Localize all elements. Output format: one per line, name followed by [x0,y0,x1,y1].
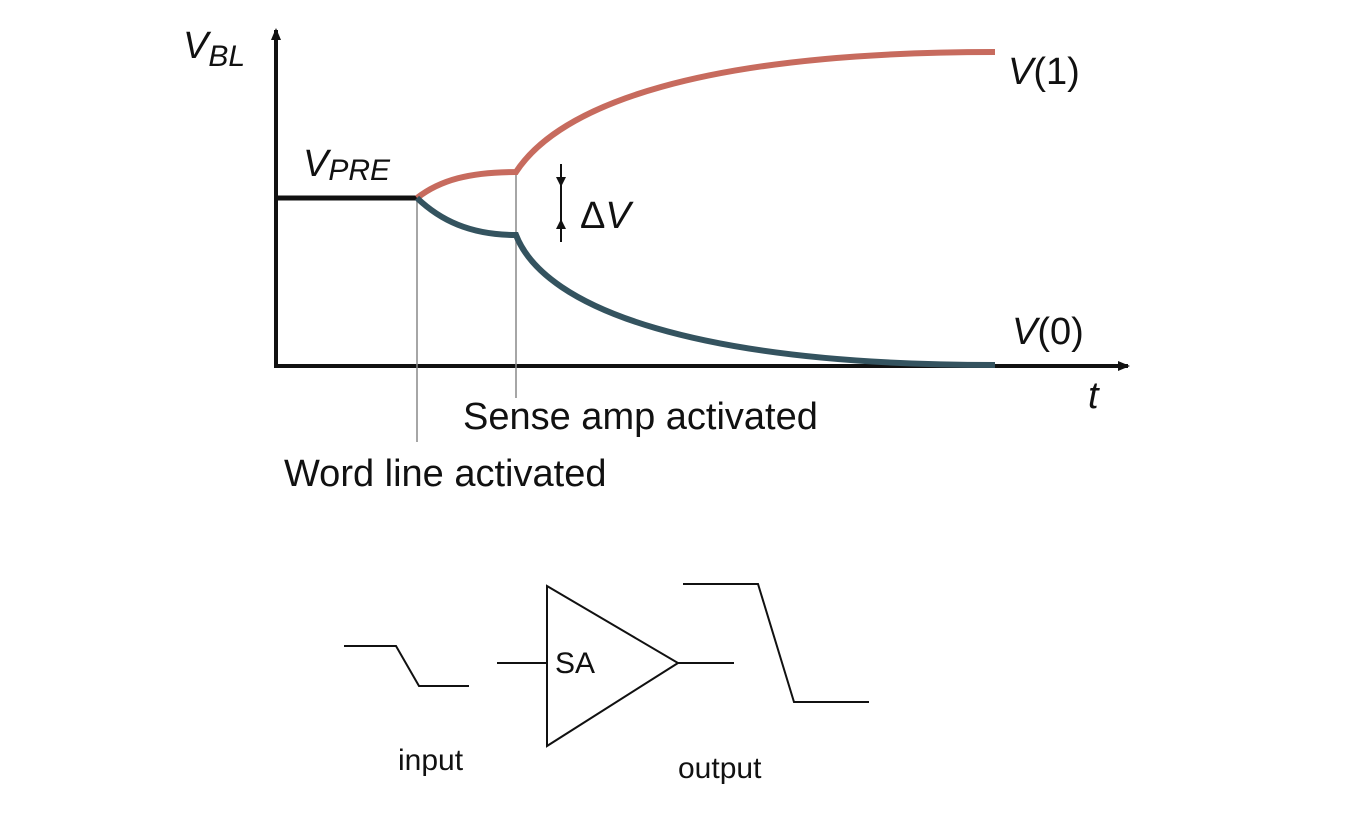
v1-label-rest: (1) [1033,51,1079,93]
sense-amp-triangle [546,584,680,748]
v0-label-rest: (0) [1037,311,1083,353]
delta-v-label: ΔV [580,195,634,237]
sense-amp-label: Sense amp activated [463,396,818,438]
y-axis-label-main: V [183,25,212,67]
vpre-label: VPRE [303,143,391,187]
v0-label-main: V [1012,311,1041,353]
sense-amp-name: SA [555,647,595,680]
output-label: output [678,752,762,785]
delta-v-var: V [605,195,634,237]
v0-label: V(0) [1012,311,1084,353]
y-axis-label-sub: BL [208,40,245,73]
x-axis-label: t [1088,375,1100,417]
v1-label-main: V [1008,51,1037,93]
output-waveform [683,583,869,703]
vpre-label-sub: PRE [328,154,391,187]
delta-v-symbol: Δ [580,195,605,237]
word-line-label: Word line activated [284,453,606,495]
bitline-high-curve [415,49,996,201]
input-waveform [344,645,469,687]
bitline-low-curve [414,195,996,368]
v1-label: V(1) [1008,51,1080,93]
input-label: input [398,744,464,777]
y-axis-label: VBL [183,25,245,73]
vpre-label-main: V [303,143,332,185]
